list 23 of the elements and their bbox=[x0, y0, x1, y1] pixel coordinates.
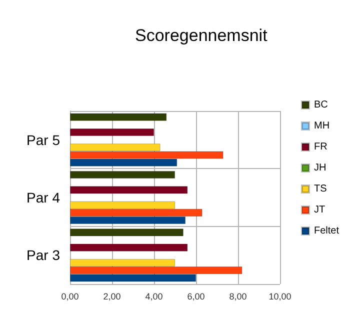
legend-label: JT bbox=[314, 204, 326, 216]
bar bbox=[70, 244, 188, 252]
bar bbox=[70, 128, 154, 136]
legend-label: Feltet bbox=[314, 226, 340, 236]
x-tick-label: 6,00 bbox=[187, 292, 205, 302]
y-tick-label: Par 5 bbox=[26, 132, 60, 148]
bar bbox=[70, 170, 175, 179]
x-tick-label: 0,00 bbox=[61, 292, 79, 302]
x-tick-label: 10,00 bbox=[268, 292, 292, 302]
y-tick-label: Par 3 bbox=[26, 247, 60, 264]
bar bbox=[70, 228, 184, 236]
legend-label: TS bbox=[314, 184, 328, 194]
legend-label: BC bbox=[314, 100, 328, 110]
bar bbox=[70, 186, 188, 194]
chart-title: Scoregennemsnit bbox=[135, 26, 268, 45]
legend-label: MH bbox=[314, 120, 330, 132]
x-tick-label: 4,00 bbox=[145, 292, 163, 302]
y-tick-label: Par 4 bbox=[26, 190, 60, 206]
legend-label: FR bbox=[314, 142, 328, 152]
x-tick-label: 2,00 bbox=[103, 292, 121, 302]
legend-label: JH bbox=[314, 162, 326, 174]
x-tick-label: 8,00 bbox=[229, 292, 247, 302]
bar bbox=[70, 113, 167, 121]
